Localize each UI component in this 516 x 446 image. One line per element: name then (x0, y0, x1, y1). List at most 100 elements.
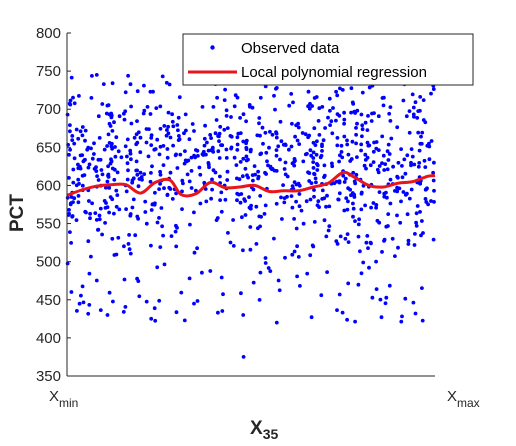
scatter-point (126, 168, 130, 173)
scatter-point (149, 136, 154, 140)
scatter-point (162, 186, 166, 191)
scatter-point (198, 172, 203, 177)
scatter-point (263, 261, 268, 265)
scatter-point (209, 148, 214, 153)
scatter-point (424, 200, 429, 204)
scatter-point (142, 172, 147, 177)
scatter-point (293, 158, 297, 163)
scatter-point (386, 142, 391, 147)
scatter-point (406, 242, 411, 246)
scatter-point (94, 73, 99, 77)
scatter-point (94, 165, 98, 170)
scatter-point (189, 169, 194, 173)
scatter-point (65, 112, 70, 117)
scatter-point (411, 300, 416, 305)
scatter-point (184, 128, 188, 133)
scatter-point (132, 135, 137, 140)
scatter-point (238, 116, 243, 120)
scatter-point (399, 199, 403, 204)
scatter-point (182, 318, 187, 323)
scatter-point (126, 73, 130, 78)
scatter-point (94, 218, 99, 222)
scatter-point (343, 236, 348, 241)
scatter-point (370, 295, 375, 300)
scatter-point (131, 176, 136, 181)
scatter-point (158, 182, 163, 186)
scatter-point (352, 179, 357, 184)
scatter-point (202, 180, 207, 185)
scatter-point (295, 274, 299, 279)
scatter-point (110, 81, 115, 86)
scatter-point (307, 106, 312, 111)
scatter-point (386, 158, 391, 162)
scatter-point (310, 104, 314, 108)
scatter-point (274, 148, 279, 153)
scatter-point (345, 142, 350, 147)
scatter-point (96, 178, 101, 182)
scatter-point (148, 179, 153, 184)
scatter-point (309, 181, 314, 186)
scatter-point (155, 137, 160, 142)
scatter-point (385, 195, 389, 200)
scatter-point (257, 121, 261, 126)
scatter-point (149, 243, 153, 248)
scatter-point (295, 138, 300, 143)
scatter-point (365, 155, 370, 160)
scatter-point (399, 319, 404, 324)
scatter-point (338, 234, 343, 239)
scatter-point (238, 200, 243, 205)
scatter-point (423, 165, 428, 170)
scatter-point (403, 296, 408, 301)
scatter-point (371, 160, 376, 165)
scatter-point (337, 159, 341, 164)
scatter-point (235, 148, 240, 152)
scatter-point (336, 197, 341, 202)
scatter-point (312, 126, 317, 131)
scatter-point (122, 277, 127, 282)
scatter-point (303, 152, 308, 157)
scatter-point (110, 236, 115, 241)
scatter-point (248, 206, 253, 211)
scatter-point (330, 161, 334, 166)
scatter-point (238, 160, 243, 164)
scatter-point (200, 105, 205, 109)
scatter-point (315, 163, 320, 168)
scatter-point (176, 115, 181, 120)
scatter-point (371, 201, 376, 205)
scatter-point (342, 121, 346, 126)
scatter-point (290, 205, 295, 210)
scatter-point (219, 275, 224, 280)
scatter-point (350, 191, 355, 195)
scatter-point (239, 291, 243, 296)
scatter-point (138, 150, 143, 155)
scatter-point (144, 140, 149, 145)
scatter-point (258, 95, 263, 100)
scatter-point (225, 126, 230, 130)
scatter-point (158, 104, 163, 109)
scatter-point (107, 121, 112, 126)
scatter-point (360, 127, 365, 132)
scatter-point (148, 89, 153, 94)
scatter-point (69, 290, 74, 294)
scatter-point (287, 147, 291, 152)
scatter-point (431, 87, 436, 91)
scatter-point (314, 180, 318, 185)
scatter-point (313, 176, 318, 181)
scatter-point (315, 168, 320, 172)
scatter-point (420, 219, 424, 223)
scatter-point (158, 245, 163, 250)
scatter-point (339, 150, 344, 154)
scatter-point (395, 125, 400, 130)
scatter-point (68, 98, 73, 103)
scatter-point (68, 230, 72, 235)
scatter-point (382, 191, 387, 196)
scatter-point (327, 96, 332, 101)
scatter-point (248, 247, 253, 252)
scatter-point (127, 247, 132, 252)
scatter-point (377, 190, 382, 195)
scatter-point (125, 161, 130, 166)
scatter-point (114, 188, 119, 193)
scatter-point (330, 164, 335, 169)
scatter-point (316, 199, 321, 204)
scatter-point (182, 161, 187, 166)
